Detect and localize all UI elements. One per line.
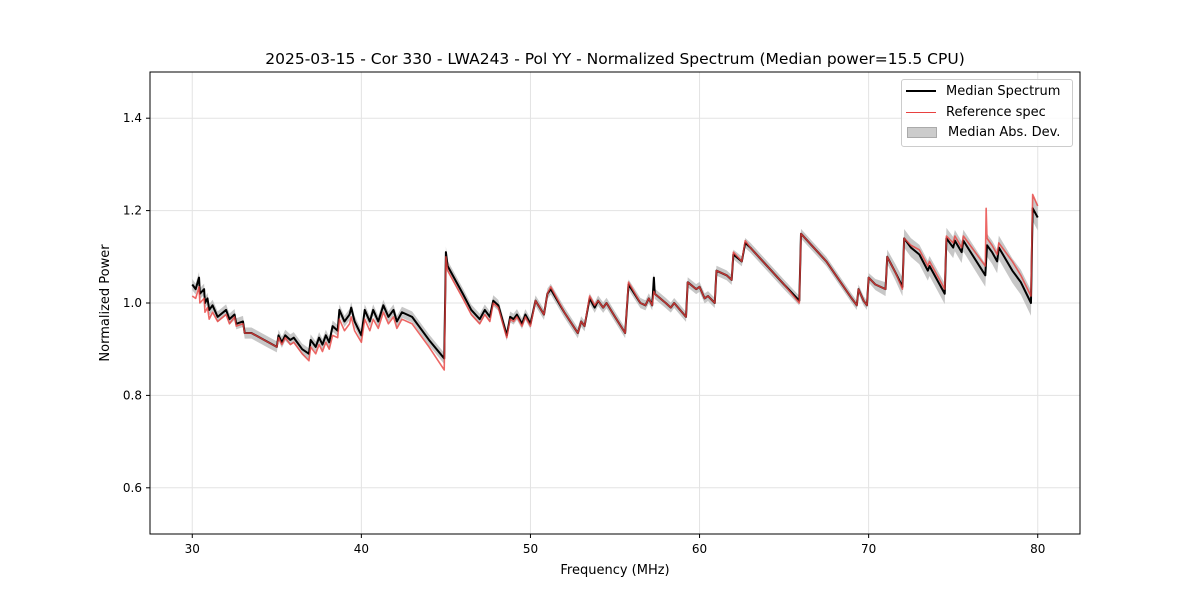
legend-label: Reference spec (946, 104, 1046, 120)
y-tick-label: 0.8 (123, 388, 142, 402)
legend-swatch-mad (907, 126, 937, 138)
y-tick-label: 1.0 (123, 296, 142, 310)
legend-swatch-median (906, 90, 936, 92)
legend-item-mad: Median Abs. Dev. (906, 123, 1060, 141)
series-lines (191, 193, 1039, 371)
x-axis-label: Frequency (MHz) (560, 563, 669, 578)
legend-swatch-reference (906, 111, 936, 113)
y-tick-label: 1.2 (123, 204, 142, 218)
y-tick-label: 1.4 (123, 111, 142, 125)
x-tick-label: 70 (861, 542, 876, 556)
y-axis-label: Normalized Power (98, 244, 113, 362)
axis-ticks: 30 40 50 60 70 80 0.6 0.8 1.0 1.2 1.4 (123, 111, 1045, 556)
x-tick-label: 50 (523, 542, 538, 556)
legend-item-reference: Reference spec (906, 103, 1046, 121)
x-tick-label: 40 (354, 542, 369, 556)
legend-label: Median Spectrum (946, 83, 1061, 99)
reference-spectrum-line (191, 193, 1039, 371)
chart-title: 2025-03-15 - Cor 330 - LWA243 - Pol YY -… (265, 50, 965, 68)
grid (150, 72, 1080, 534)
x-tick-label: 80 (1030, 542, 1045, 556)
legend-label: Median Abs. Dev. (948, 124, 1061, 140)
legend-item-median: Median Spectrum (906, 82, 1060, 100)
x-tick-label: 60 (692, 542, 707, 556)
legend: Median Spectrum Reference spec Median Ab… (901, 79, 1073, 147)
y-tick-label: 0.6 (123, 481, 142, 495)
x-tick-label: 30 (185, 542, 200, 556)
